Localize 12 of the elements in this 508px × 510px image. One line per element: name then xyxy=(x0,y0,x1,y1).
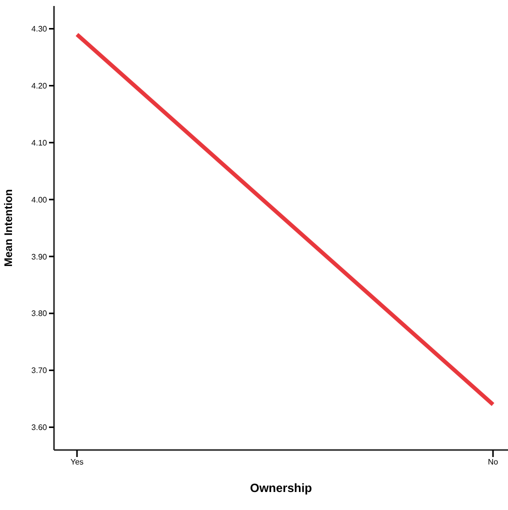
x-axis-title: Ownership xyxy=(250,481,312,495)
y-tick-label: 4.30 xyxy=(31,24,48,34)
y-tick-label: 3.80 xyxy=(31,309,48,318)
y-tick-label: 3.90 xyxy=(31,252,48,262)
y-axis-title: Mean Intention xyxy=(2,188,15,267)
y-tick-label: 3.60 xyxy=(31,423,48,432)
y-tick-label: 4.20 xyxy=(31,82,48,91)
y-tick-label: 4.00 xyxy=(31,195,48,204)
x-tick-label: Yes xyxy=(70,458,84,467)
y-tick-label: 4.10 xyxy=(31,138,48,148)
y-tick-label: 3.70 xyxy=(31,366,48,376)
x-tick-label: No xyxy=(488,458,499,467)
